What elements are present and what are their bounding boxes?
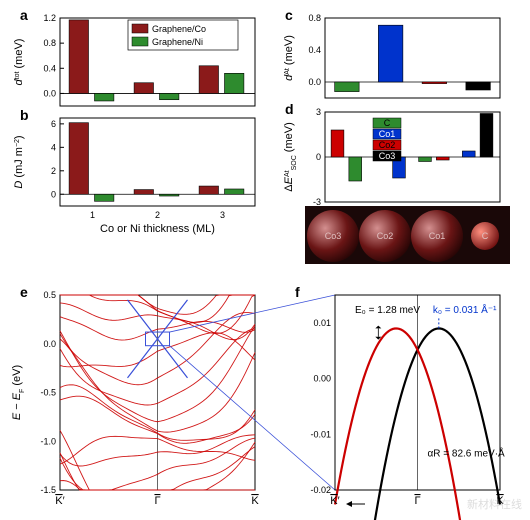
panel-e-xlabel-left: K′ <box>55 495 64 507</box>
panel-a-bar-2-1 <box>225 73 244 93</box>
watermark: 新材料在线 <box>467 496 522 512</box>
svg-text:6: 6 <box>51 119 56 129</box>
panel-b-bar-2-1 <box>225 189 244 194</box>
svg-text:1: 1 <box>90 210 95 220</box>
svg-text:0.4: 0.4 <box>308 45 321 55</box>
panel-f-label: f <box>295 284 300 300</box>
svg-text:0.0: 0.0 <box>43 339 56 349</box>
panel-b-ylabel: D (mJ m−2) <box>13 135 25 188</box>
svg-text:-0.01: -0.01 <box>310 429 331 439</box>
panel-f-annot-k0: k₀ = 0.031 Å⁻¹ <box>433 303 497 316</box>
panel-b: 0 2 4 6 1 2 3 <box>51 118 255 220</box>
panel-a-legend: Graphene/Co Graphene/Ni <box>128 20 238 50</box>
panel-e: -1.5 -1.0 -0.5 0.0 0.5 <box>40 290 335 495</box>
svg-text:-0.5: -0.5 <box>40 388 56 398</box>
svg-text:0: 0 <box>51 189 56 199</box>
svg-text:0.0: 0.0 <box>43 88 56 98</box>
svg-text:1.2: 1.2 <box>43 13 56 23</box>
panel-f-xlabel-left: K′ <box>330 495 339 507</box>
panel-b-bar-1-1 <box>160 194 179 196</box>
atoms-strip: Co3 Co2 Co1 C <box>305 206 510 264</box>
panel-c-bar-3 <box>466 82 491 90</box>
svg-text:-1.0: -1.0 <box>40 436 56 446</box>
panel-a-bar-1-1 <box>160 93 179 99</box>
panel-e-ylabel: E − EF (eV) <box>11 365 26 420</box>
atom-label-2: Co1 <box>429 231 446 241</box>
panel-f-annot-alpha: αR = 82.6 meV·Å <box>428 447 506 460</box>
panel-a-bar-0-1 <box>95 93 114 101</box>
panel-c-label: c <box>285 7 293 23</box>
panel-c: 0.0 0.4 0.8 <box>308 13 500 98</box>
panel-e-label: e <box>20 284 28 300</box>
panel-d-bar-2-1 <box>436 157 449 160</box>
panel-b-label: b <box>20 107 29 123</box>
svg-text:4: 4 <box>51 142 56 152</box>
svg-text:-1.5: -1.5 <box>40 485 56 495</box>
panel-b-bar-0-0 <box>69 123 88 195</box>
panel-c-bar-0 <box>335 82 360 92</box>
svg-text:0.8: 0.8 <box>308 13 321 23</box>
atom-label-0: Co3 <box>325 231 342 241</box>
panel-d-label: d <box>285 101 294 117</box>
panel-a-bar-2-0 <box>199 66 218 94</box>
svg-text:0.4: 0.4 <box>43 63 56 73</box>
panel-f: -0.02 -0.01 0.00 0.01 E₀ = 1.28 meV k₀ = 0.03… <box>310 295 505 520</box>
panel-b-bar-0-1 <box>95 194 114 201</box>
svg-text:-0.02: -0.02 <box>310 485 331 495</box>
panel-a-ylabel: dtot (meV) <box>13 39 25 86</box>
svg-text:0.8: 0.8 <box>43 38 56 48</box>
svg-text:C: C <box>384 118 391 128</box>
panel-d-bar-3-0 <box>462 151 475 157</box>
panel-f-annot-e0: E₀ = 1.28 meV <box>355 305 420 316</box>
atom-label-3: C <box>482 231 489 241</box>
svg-text:2: 2 <box>51 166 56 176</box>
svg-text:Graphene/Ni: Graphene/Ni <box>152 37 203 47</box>
svg-text:0.00: 0.00 <box>313 374 331 384</box>
panel-b-bar-1-0 <box>134 190 153 195</box>
svg-text:0.0: 0.0 <box>308 77 321 87</box>
panel-c-bar-2 <box>422 82 447 84</box>
panel-b-xlabel: Co or Ni thickness (ML) <box>100 223 215 235</box>
panel-d-bar-0-1 <box>349 157 362 181</box>
panel-d-legend: CCo1Co2Co3 <box>373 118 401 161</box>
panel-f-xlabel-mid: Γ <box>414 495 420 507</box>
panel-d-bar-3-1 <box>480 114 493 158</box>
panel-e-xlabel-mid: Γ <box>154 495 160 507</box>
svg-text:3: 3 <box>220 210 225 220</box>
svg-text:2: 2 <box>155 210 160 220</box>
svg-text:0.5: 0.5 <box>43 290 56 300</box>
svg-text:Graphene/Co: Graphene/Co <box>152 24 206 34</box>
panel-c-bar-1 <box>378 25 403 82</box>
panel-d-ylabel: ΔEAtSOC (meV) <box>283 122 298 192</box>
svg-text:Co3: Co3 <box>379 151 396 161</box>
panel-a-label: a <box>20 7 28 23</box>
svg-text:Co1: Co1 <box>379 129 396 139</box>
panel-d: -3 0 3 <box>313 107 500 207</box>
panel-e-xlabel-right: K <box>251 495 259 507</box>
svg-text:0: 0 <box>316 152 321 162</box>
panel-b-bar-2-0 <box>199 186 218 194</box>
atom-label-1: Co2 <box>377 231 394 241</box>
svg-text:Co2: Co2 <box>379 140 396 150</box>
panel-d-bar-0-0 <box>331 130 344 157</box>
svg-text:0.01: 0.01 <box>313 318 331 328</box>
svg-text:3: 3 <box>316 107 321 117</box>
panel-c-ylabel: dAt (meV) <box>283 35 295 81</box>
panel-a-bar-1-0 <box>134 83 153 94</box>
panel-a-bar-0-0 <box>69 20 88 94</box>
panel-d-bar-2-0 <box>419 157 432 162</box>
svg-text:-3: -3 <box>313 197 321 207</box>
